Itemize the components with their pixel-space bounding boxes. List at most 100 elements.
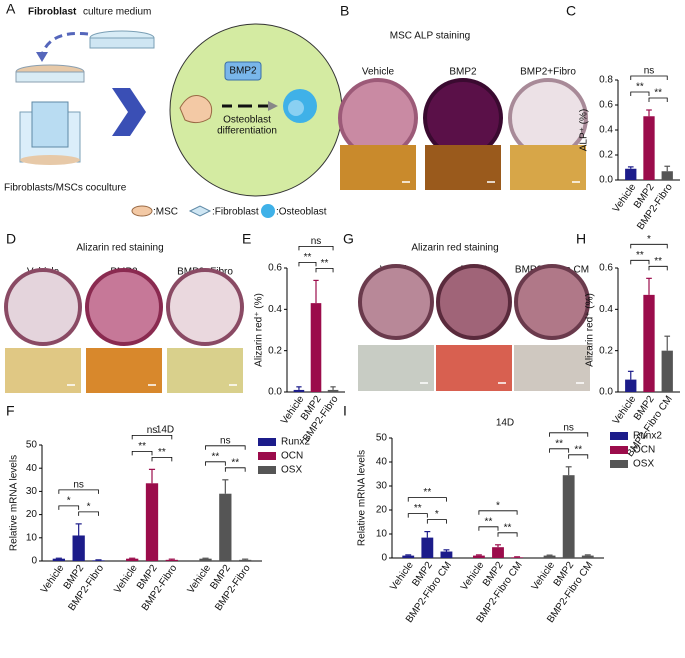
legend-label: OSX (281, 465, 302, 476)
msc-cell (179, 95, 213, 124)
significance-bracket (315, 268, 334, 273)
dish-photo (166, 268, 244, 346)
significance-label: ** (212, 451, 220, 462)
significance-bracket (205, 461, 226, 466)
significance-bracket (648, 97, 668, 102)
significance-bracket (426, 519, 447, 524)
significance-bracket (630, 91, 650, 96)
significance-label: ** (485, 516, 493, 527)
significance-bracket (78, 511, 99, 516)
x-tick-label: Vehicle (39, 563, 67, 596)
panel-label: C (566, 3, 576, 19)
y-tick-label: 40 (376, 457, 388, 468)
y-tick-label: 0.6 (599, 100, 613, 111)
micro-photo (358, 345, 434, 391)
y-tick-label: 0.4 (599, 304, 613, 315)
significance-bracket (630, 259, 650, 265)
significance-bracket (205, 445, 246, 450)
significance-bracket (630, 75, 668, 80)
y-tick-label: 0.2 (599, 345, 613, 356)
bar (239, 559, 252, 561)
y-axis-label: ALP⁺ (%) (579, 109, 590, 152)
dish-photo (4, 268, 82, 346)
insert (31, 101, 69, 148)
y-tick-label: 0.8 (599, 75, 613, 86)
y-tick-label: 0.4 (599, 125, 613, 136)
legend-icon (188, 205, 212, 217)
micro-photo (425, 145, 501, 190)
significance-label: * (435, 509, 439, 520)
micro-photo (514, 345, 590, 391)
significance-label: ** (636, 250, 644, 261)
arrow-head (36, 52, 48, 62)
panel-label: E (242, 231, 251, 247)
factor-box (224, 61, 262, 81)
photo-title: Alizarin red staining (411, 243, 498, 254)
bar (199, 558, 212, 561)
significance-bracket (407, 497, 447, 502)
significance-bracket (131, 450, 153, 456)
legend-label: :Fibroblast (212, 207, 259, 218)
y-tick-label: 10 (26, 532, 38, 543)
dish-photo (514, 264, 590, 340)
panel-label: G (343, 231, 354, 247)
bar (643, 116, 655, 180)
dish-photo (358, 264, 434, 340)
chart-title: 14D (156, 425, 174, 436)
bar (661, 171, 673, 180)
bar (92, 560, 105, 561)
y-tick-label: 50 (376, 433, 388, 444)
legend-icon (131, 205, 153, 217)
micro-photo (86, 348, 162, 393)
y-tick-label: 30 (376, 481, 388, 492)
legend-swatch (610, 446, 628, 454)
dish-photo (85, 268, 163, 346)
x-tick-label: Vehicle (459, 560, 487, 593)
bar (327, 389, 339, 392)
significance-label: ** (654, 256, 662, 267)
column-label: Vehicle (362, 67, 395, 78)
process: Osteoblast (223, 115, 271, 126)
bar (472, 555, 485, 558)
photo-title: MSC ALP staining (390, 31, 470, 42)
legend-swatch (258, 452, 276, 460)
dish-photo (436, 264, 512, 340)
significance-bracket (58, 505, 80, 510)
dish (15, 71, 85, 83)
significance-bracket (58, 489, 99, 494)
bar (72, 535, 85, 561)
bar (492, 547, 504, 558)
significance-label: ns (644, 66, 655, 77)
significance-bracket (478, 526, 499, 531)
significance-bracket (549, 448, 570, 453)
significance-bracket (497, 532, 518, 537)
bar (126, 558, 139, 561)
arrow (40, 31, 89, 56)
significance-label: ns (147, 425, 158, 436)
medium-label-bold: Fibroblast (28, 7, 77, 18)
arrow-head (268, 101, 278, 111)
dish-photo (508, 78, 588, 158)
significance-bracket (407, 513, 428, 518)
schematic (15, 23, 343, 218)
dish-photo (423, 78, 503, 158)
dish-photo (338, 78, 418, 158)
y-tick-label: 40 (26, 463, 38, 474)
legend-label: Runx2 (633, 431, 662, 442)
micro-photo (340, 145, 416, 190)
significance-bracket (224, 467, 246, 472)
significance-label: * (67, 496, 71, 507)
legend-swatch (258, 466, 276, 474)
significance-label: ** (138, 441, 146, 452)
micro-photo (5, 348, 81, 393)
bar (219, 493, 232, 561)
y-tick-label: 0.0 (599, 175, 613, 186)
panel-label: A (6, 1, 16, 17)
bar (511, 557, 524, 558)
x-tick-label: Vehicle (388, 560, 416, 593)
significance-label: * (496, 500, 500, 511)
coculture-label: Fibroblasts/MSCs coculture (4, 183, 127, 194)
legend-label: OCN (281, 451, 303, 462)
significance-bracket (131, 434, 173, 440)
significance-label: ** (504, 522, 512, 533)
